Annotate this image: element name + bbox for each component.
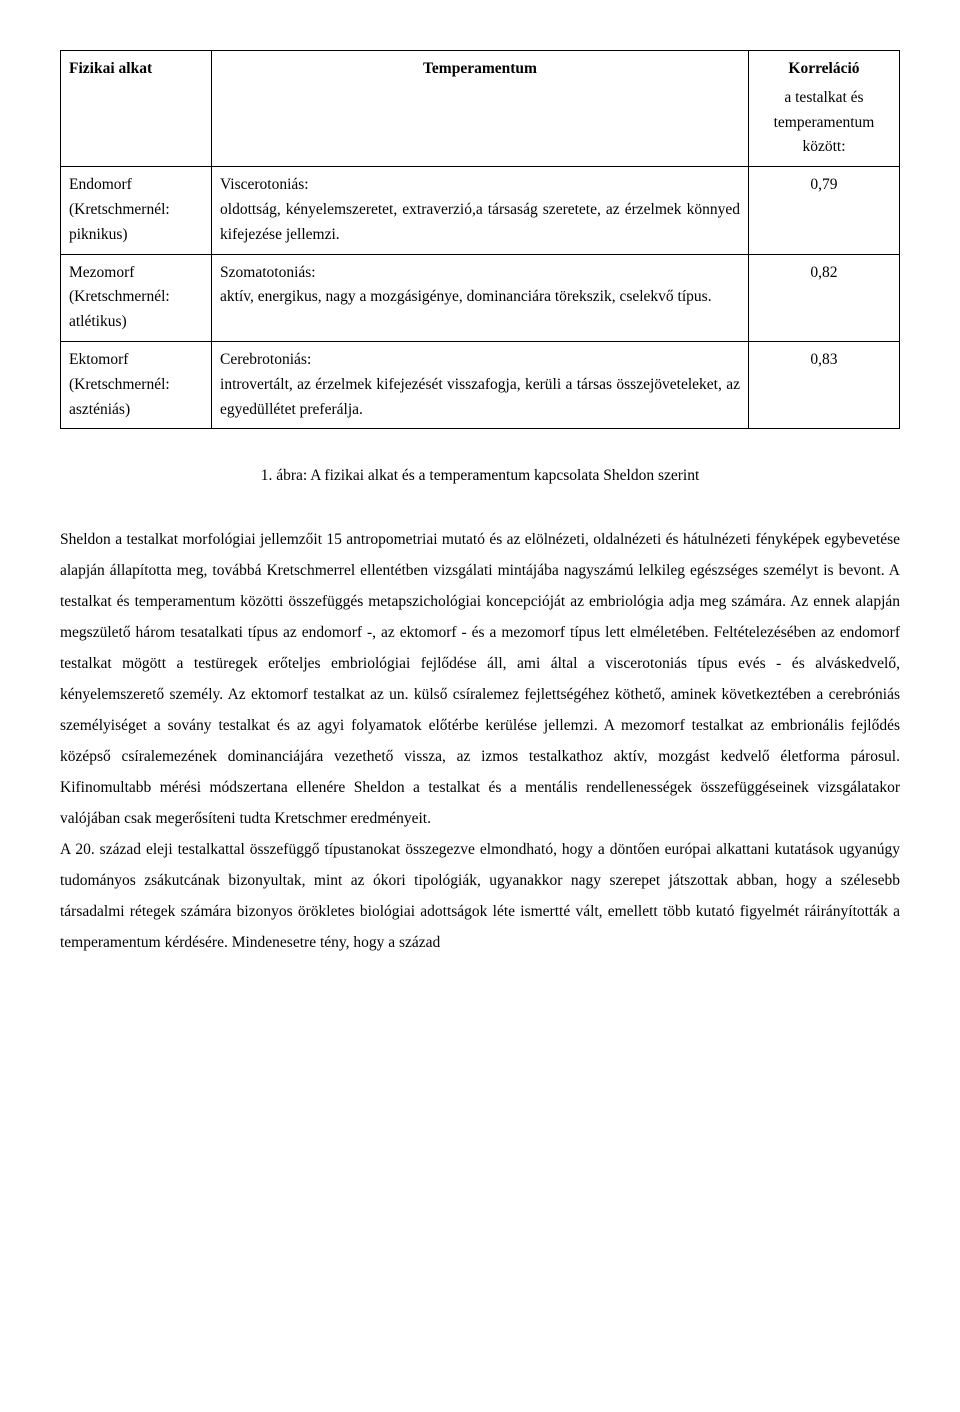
phys-kretschmer-name: aszténiás) [69,398,203,423]
temp-title: Cerebrotoniás: [220,348,740,373]
cell-correlation: 0,82 [748,254,899,341]
table-row: Mezomorf (Kretschmernél: atlétikus) Szom… [61,254,900,341]
temp-desc: introvertált, az érzelmek kifejezését vi… [220,373,740,423]
temp-title: Viscerotoniás: [220,173,740,198]
phys-kretschmer: (Kretschmernél: [69,373,203,398]
phys-type: Ektomorf [69,348,203,373]
cell-correlation: 0,79 [748,167,899,254]
header-temperament: Temperamentum [212,51,749,167]
header-correlation: Korreláció a testalkat és temperamentum … [748,51,899,167]
body-paragraph-2: A 20. század eleji testalkattal összefüg… [60,834,900,958]
cell-physique: Ektomorf (Kretschmernél: aszténiás) [61,341,212,428]
cell-temperament: Szomatotoniás: aktív, energikus, nagy a … [212,254,749,341]
phys-kretschmer-name: atlétikus) [69,310,203,335]
phys-type: Mezomorf [69,261,203,286]
cell-temperament: Cerebrotoniás: introvertált, az érzelmek… [212,341,749,428]
temp-title: Szomatotoniás: [220,261,740,286]
body-paragraph-1: Sheldon a testalkat morfológiai jellemző… [60,524,900,834]
cell-temperament: Viscerotoniás: oldottság, kényelemszeret… [212,167,749,254]
table-row: Endomorf (Kretschmernél: piknikus) Visce… [61,167,900,254]
temp-desc: aktív, energikus, nagy a mozgásigénye, d… [220,285,740,310]
header-physique: Fizikai alkat [61,51,212,167]
temp-desc: oldottság, kényelemszeretet, extraverzió… [220,198,740,248]
cell-correlation: 0,83 [748,341,899,428]
cell-physique: Mezomorf (Kretschmernél: atlétikus) [61,254,212,341]
phys-kretschmer: (Kretschmernél: [69,198,203,223]
header-correlation-main: Korreláció [788,60,859,77]
table-row: Ektomorf (Kretschmernél: aszténiás) Cere… [61,341,900,428]
figure-caption: 1. ábra: A fizikai alkat és a temperamen… [60,464,900,489]
header-correlation-sub: a testalkat és temperamentum között: [757,86,891,160]
cell-physique: Endomorf (Kretschmernél: piknikus) [61,167,212,254]
phys-kretschmer: (Kretschmernél: [69,285,203,310]
sheldon-table: Fizikai alkat Temperamentum Korreláció a… [60,50,900,429]
phys-type: Endomorf [69,173,203,198]
phys-kretschmer-name: piknikus) [69,223,203,248]
